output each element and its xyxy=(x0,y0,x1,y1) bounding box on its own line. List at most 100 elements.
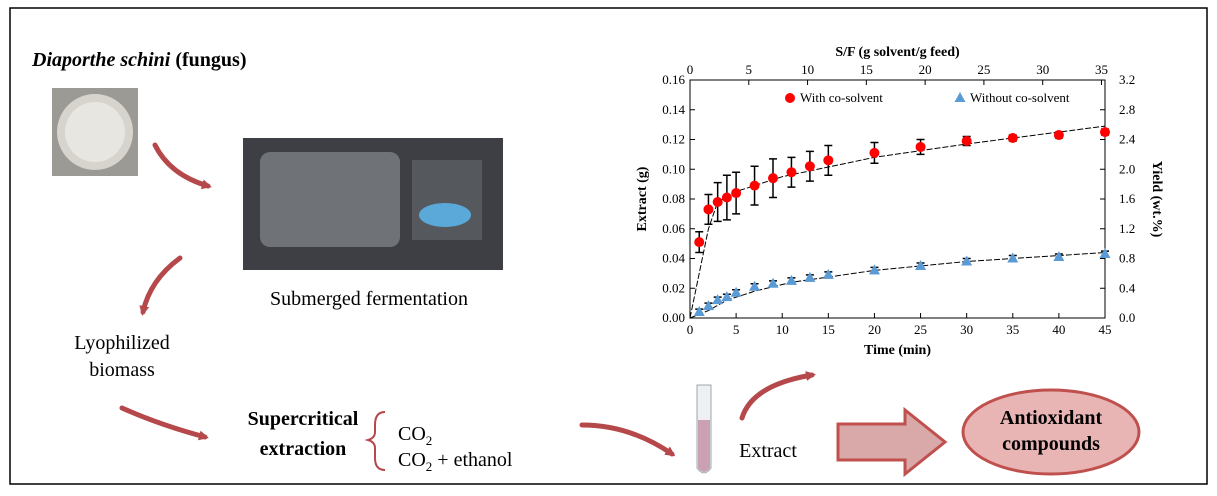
legend-label: Without co-solvent xyxy=(970,90,1070,105)
data-point xyxy=(1100,127,1110,138)
fungus-culture xyxy=(65,102,125,162)
x2-axis-label: S/F (g solvent/g feed) xyxy=(835,45,960,60)
y-tick-label: 0.06 xyxy=(662,221,685,236)
legend-marker xyxy=(785,93,795,103)
x2-tick-label: 10 xyxy=(801,62,814,77)
x-tick-label: 15 xyxy=(822,322,835,337)
data-point xyxy=(823,155,834,166)
x-tick-label: 40 xyxy=(1052,322,1065,337)
data-point xyxy=(693,306,705,317)
x-tick-label: 45 xyxy=(1099,322,1112,337)
x2-tick-label: 5 xyxy=(746,62,753,77)
data-point xyxy=(712,196,723,207)
arrow xyxy=(152,142,212,190)
data-point xyxy=(721,192,732,203)
data-point xyxy=(749,180,760,191)
y2-tick-label: 1.2 xyxy=(1119,221,1135,236)
data-point xyxy=(915,141,926,152)
solvent-base: CO xyxy=(398,449,426,471)
y-tick-label: 0.14 xyxy=(662,102,685,117)
x2-tick-label: 30 xyxy=(1036,62,1049,77)
arrow xyxy=(739,371,816,421)
biomass-label: Lyophilized xyxy=(74,332,170,354)
chart: 0 5 10 15 20 25 30 35 40 450 5 10 15 20 25 30 350.000.02… xyxy=(635,45,1164,358)
x-tick-label: 10 xyxy=(776,322,789,337)
y2-tick-label: 1.6 xyxy=(1119,191,1136,206)
result-label: Antioxidant xyxy=(1000,407,1103,429)
extract-liquid xyxy=(698,420,710,472)
solvent-2: CO2 + ethanol xyxy=(398,449,513,474)
solvent-base: CO xyxy=(398,423,426,445)
solvent-rest: + ethanol xyxy=(432,449,513,471)
biomass-label: biomass xyxy=(89,359,155,381)
data-point xyxy=(961,255,973,266)
data-point xyxy=(869,147,880,158)
data-point xyxy=(767,277,779,288)
x2-tick-label: 15 xyxy=(860,62,873,77)
x2-tick-label: 25 xyxy=(977,62,990,77)
data-point xyxy=(804,161,815,172)
legend-label: With co-solvent xyxy=(800,90,883,105)
y-tick-label: 0.10 xyxy=(662,161,685,176)
brace xyxy=(364,411,386,471)
x-tick-label: 30 xyxy=(960,322,973,337)
data-point xyxy=(915,259,927,270)
arrow xyxy=(579,422,676,457)
y2-axis-label: Yield (wt.%) xyxy=(1149,161,1164,238)
data-point xyxy=(822,268,834,279)
data-point xyxy=(712,294,724,305)
y2-tick-label: 2.8 xyxy=(1119,102,1135,117)
arrow xyxy=(139,255,183,316)
data-point xyxy=(730,286,742,297)
flow-arrows xyxy=(119,142,816,457)
data-point xyxy=(868,264,880,275)
fermentation-label: Submerged fermentation xyxy=(270,288,468,310)
y-tick-label: 0.02 xyxy=(662,280,685,295)
result-ellipse xyxy=(961,388,1141,476)
y-tick-label: 0.16 xyxy=(662,72,685,87)
x-tick-label: 35 xyxy=(1006,322,1019,337)
data-point xyxy=(786,167,797,178)
solvent-1: CO2 xyxy=(398,423,432,448)
data-point xyxy=(1007,133,1018,144)
x2-tick-label: 35 xyxy=(1095,62,1108,77)
x-tick-label: 5 xyxy=(733,322,740,337)
y-axis-label: Extract (g) xyxy=(635,166,650,231)
data-point xyxy=(721,291,733,302)
data-point xyxy=(749,280,761,291)
x2-tick-label: 0 xyxy=(687,62,694,77)
x-axis-label: Time (min) xyxy=(864,343,931,358)
y2-tick-label: 0.0 xyxy=(1119,310,1135,325)
y-tick-label: 0.12 xyxy=(662,132,685,147)
plot-frame xyxy=(689,79,1106,319)
data-point xyxy=(1053,251,1065,262)
data-point xyxy=(961,135,972,146)
data-point xyxy=(702,300,714,311)
y-tick-label: 0.04 xyxy=(662,251,685,266)
extraction-label: Supercritical xyxy=(248,408,359,430)
y2-tick-label: 2.0 xyxy=(1119,161,1135,176)
y2-tick-label: 0.4 xyxy=(1119,280,1136,295)
data-point xyxy=(1007,252,1019,263)
extraction-label: extraction xyxy=(260,438,347,460)
data-point xyxy=(694,237,705,248)
y-tick-label: 0.00 xyxy=(662,310,685,325)
legend-marker xyxy=(954,92,966,102)
data-point xyxy=(768,173,778,184)
data-point xyxy=(731,188,742,199)
organism-note: (fungus) xyxy=(175,49,246,71)
x2-tick-label: 20 xyxy=(919,62,932,77)
incubator-panel xyxy=(412,160,482,240)
y2-tick-label: 2.4 xyxy=(1119,132,1136,147)
arrow xyxy=(119,405,209,441)
result-label: compounds xyxy=(1002,433,1100,455)
extract-label: Extract xyxy=(739,440,797,462)
y2-tick-label: 0.8 xyxy=(1119,251,1135,266)
incubator-logo xyxy=(419,203,471,227)
x-tick-label: 0 xyxy=(687,322,694,337)
incubator-window xyxy=(260,152,400,247)
big-arrow xyxy=(836,406,948,478)
y2-tick-label: 3.2 xyxy=(1119,72,1135,87)
